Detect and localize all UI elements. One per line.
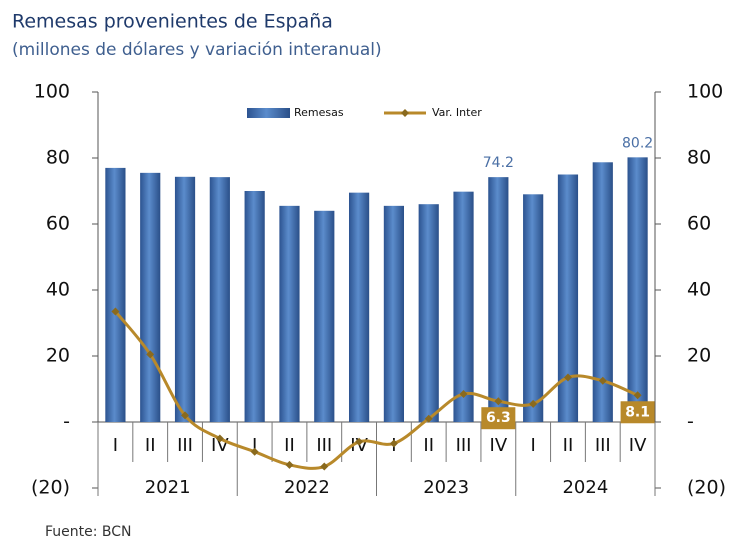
tick-label: 80 [46,147,70,169]
data-label: 6.3 [486,410,511,426]
bar [140,172,161,422]
bar [453,191,474,422]
line-marker [494,397,503,406]
chart-title: Remesas provenientes de España [12,11,333,33]
line-marker [389,439,398,448]
bar [488,177,509,422]
x-tick-label: II [423,435,434,456]
tick-label: 60 [46,213,70,235]
x-tick-label: I [531,435,536,456]
tick-label: 40 [687,279,711,301]
tick-label: 20 [46,345,70,367]
tick-label: 60 [687,213,711,235]
bar [209,177,230,422]
line-marker [285,460,294,469]
x-tick-label: I [252,435,257,456]
line-marker [633,391,642,400]
line-marker [250,447,259,456]
bar [174,176,196,422]
line [114,310,639,470]
tick-label: 80 [687,147,711,169]
legend-marker [401,109,409,117]
x-group-label: 2021 [145,477,191,498]
tick-label: - [687,411,694,433]
x-group-label: 2022 [284,477,330,498]
bar [105,167,126,422]
tick-label: - [63,411,70,433]
line-marker [320,462,329,471]
bar [383,205,405,422]
bar [314,210,335,422]
data-label: 80.2 [622,135,653,151]
bar [279,205,300,422]
bar [348,192,370,422]
data-label: 8.1 [625,404,650,420]
bar [557,174,579,422]
data-label: 74.2 [483,155,514,171]
line-marker [215,434,224,443]
x-tick-label: IV [629,435,647,456]
line-marker [355,437,364,446]
legend-label: Remesas [294,106,344,119]
tick-label: (20) [687,477,726,499]
bar [523,194,544,422]
x-group-label: 2023 [423,477,469,498]
x-tick-label: II [563,435,574,456]
line-marker [563,373,572,382]
tick-label: (20) [31,477,70,499]
tick-label: 100 [687,81,723,103]
tick-label: 100 [34,81,70,103]
bar [627,157,648,422]
line-marker [424,414,433,423]
x-group-label: 2024 [562,477,608,498]
legend-label: Var. Inter [432,106,482,119]
legend-swatch [247,108,290,118]
tick-label: 20 [687,345,711,367]
x-tick-label: IV [490,435,508,456]
x-tick-label: III [595,435,611,456]
line-marker [181,411,190,420]
chart-subtitle: (millones de dólares y variación interan… [12,40,382,60]
x-tick-label: III [316,435,332,456]
bar [418,204,439,422]
x-tick-label: I [113,435,118,456]
line-marker [111,307,120,316]
source: Fuente: BCN [45,524,132,540]
tick-label: 40 [46,279,70,301]
data-label-box [620,401,655,424]
line-marker [146,350,155,359]
line-marker [598,376,607,385]
line-marker [529,399,538,408]
bar [592,162,613,423]
x-tick-label: III [456,435,472,456]
line-marker [459,389,468,398]
bar [244,191,265,422]
x-tick-label: II [145,435,156,456]
data-label-box [481,407,516,430]
x-tick-label: II [284,435,295,456]
x-tick-label: III [177,435,193,456]
